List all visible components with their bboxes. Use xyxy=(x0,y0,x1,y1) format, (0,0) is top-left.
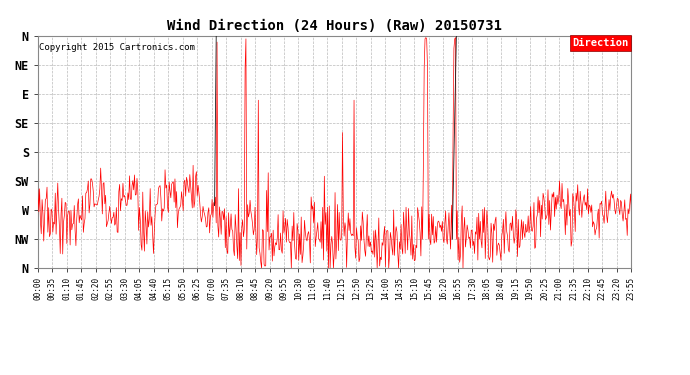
Text: Copyright 2015 Cartronics.com: Copyright 2015 Cartronics.com xyxy=(39,43,195,52)
Title: Wind Direction (24 Hours) (Raw) 20150731: Wind Direction (24 Hours) (Raw) 20150731 xyxy=(167,19,502,33)
Text: Direction: Direction xyxy=(572,38,629,48)
